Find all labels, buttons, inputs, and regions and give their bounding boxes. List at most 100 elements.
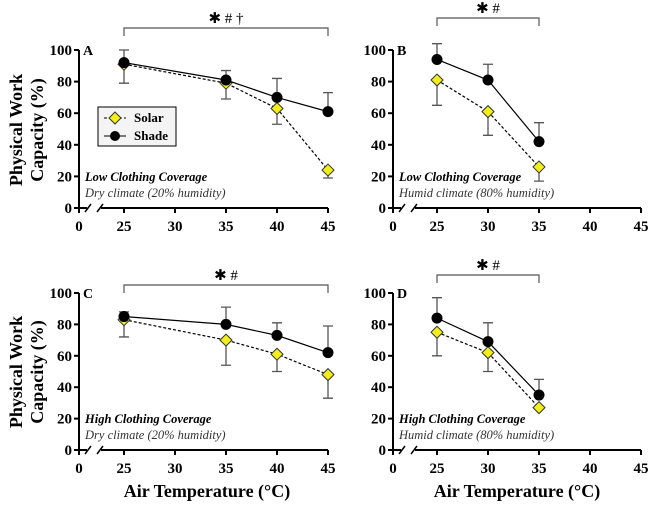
significance-marker: ✱ # <box>476 258 500 274</box>
data-point-shade <box>118 311 130 323</box>
series-solar <box>430 73 546 182</box>
data-point-shade <box>271 329 283 341</box>
legend-shade-label: Shade <box>134 128 168 143</box>
panel-label: C <box>83 287 93 302</box>
x-tick-label: 35 <box>219 461 234 477</box>
data-point-shade <box>482 74 494 86</box>
data-point-solar <box>481 104 495 119</box>
y-tick-label: 20 <box>371 169 386 185</box>
data-point-shade <box>118 57 130 69</box>
y-tick-label: 40 <box>57 138 72 154</box>
x-tick-label: 0 <box>389 219 397 235</box>
series-solar <box>430 325 546 415</box>
series-line <box>123 319 329 376</box>
axis-break <box>410 203 418 213</box>
y-axis-title: Physical WorkCapacity (%) <box>6 316 48 428</box>
data-point-shade <box>220 318 232 330</box>
data-point-shade <box>431 312 443 324</box>
series-shade <box>431 43 545 148</box>
x-tick-label: 25 <box>117 219 132 235</box>
climate-label: Humid climate (80% humidity) <box>398 428 554 442</box>
data-point-solar <box>321 367 335 382</box>
y-tick-label: 0 <box>379 443 387 459</box>
x-tick-label: 25 <box>430 461 445 477</box>
data-point-shade <box>482 336 494 348</box>
climate-label: Dry climate (20% humidity) <box>84 186 226 200</box>
panel-label: A <box>83 44 94 59</box>
y-axis-title: Physical WorkCapacity (%) <box>6 74 48 186</box>
y-tick-label: 20 <box>371 412 386 428</box>
series-shade <box>118 49 334 118</box>
data-point-solar <box>532 160 546 174</box>
data-point-solar <box>270 101 284 116</box>
data-point-shade <box>322 106 334 118</box>
y-tick-label: 80 <box>371 75 386 91</box>
y-tick-label: 80 <box>371 317 386 333</box>
x-tick-label: 40 <box>270 219 285 235</box>
axis-break <box>410 445 418 455</box>
condition-label: High Clothing Coverage <box>84 412 212 426</box>
x-tick-label: 25 <box>430 219 445 235</box>
x-tick-label: 35 <box>532 461 547 477</box>
y-tick-label: 0 <box>65 201 73 217</box>
data-point-shade <box>533 136 545 148</box>
series-line <box>123 62 329 113</box>
panel-label: D <box>397 287 407 302</box>
significance-bracket <box>123 284 329 293</box>
climate-label: Dry climate (20% humidity) <box>84 428 226 442</box>
x-tick-label: 30 <box>168 461 183 477</box>
axis-break <box>84 445 92 455</box>
panel-label: B <box>397 44 406 59</box>
y-tick-label: 60 <box>371 349 386 365</box>
x-tick-label: 45 <box>321 219 336 235</box>
axis-break <box>398 203 406 213</box>
y-tick-label: 0 <box>379 201 387 217</box>
series-shade <box>118 306 334 359</box>
y-tick-label: 20 <box>57 169 72 185</box>
series-shade <box>431 297 545 401</box>
axis-break <box>398 445 406 455</box>
data-point-solar <box>481 345 495 360</box>
data-point-solar <box>430 325 444 339</box>
x-tick-label: 40 <box>583 219 598 235</box>
y-tick-label: 20 <box>57 412 72 428</box>
y-tick-label: 100 <box>364 286 387 302</box>
data-point-shade <box>431 53 443 65</box>
series-line <box>123 63 329 171</box>
y-tick-label: 80 <box>57 75 72 91</box>
climate-label: Humid climate (80% humidity) <box>398 186 554 200</box>
y-tick-label: 100 <box>364 43 387 59</box>
y-tick-label: 40 <box>371 138 386 154</box>
y-tick-label: 60 <box>57 106 72 122</box>
data-point-shade <box>220 74 232 86</box>
x-tick-label: 0 <box>75 219 83 235</box>
x-tick-label: 45 <box>634 461 649 477</box>
data-point-solar <box>219 333 233 347</box>
y-tick-label: 100 <box>50 286 73 302</box>
legend-solar-label: Solar <box>134 110 164 125</box>
panel-C: 0 20 40 60 80 100 0 25 30 35 40 45 C ✱ # High Clothing… <box>50 268 336 477</box>
data-point-shade <box>322 347 334 359</box>
y-tick-label: 0 <box>65 443 73 459</box>
significance-bracket <box>436 17 540 26</box>
y-tick-label: 40 <box>371 380 386 396</box>
condition-label: High Clothing Coverage <box>398 412 526 426</box>
panel-D: 0 20 40 60 80 100 0 25 30 35 40 45 D ✱ # High Clothing… <box>364 258 649 477</box>
x-tick-label: 30 <box>481 461 496 477</box>
legend-shade-marker <box>110 131 120 141</box>
x-tick-label: 45 <box>321 461 336 477</box>
panel-A: 0 20 40 60 80 100 0 25 30 35 40 45 A ✱ # † Low Clothin… <box>50 11 336 235</box>
axis-break <box>96 445 104 455</box>
axis-break <box>96 203 104 213</box>
significance-bracket <box>123 27 329 36</box>
y-tick-label: 40 <box>57 380 72 396</box>
panel-B: 0 20 40 60 80 100 0 25 30 35 40 45 B ✱ # Low Clothing … <box>364 1 649 235</box>
data-point-solar <box>270 347 284 361</box>
x-tick-label: 35 <box>532 219 547 235</box>
y-tick-label: 60 <box>371 106 386 122</box>
data-point-solar <box>430 73 444 87</box>
data-point-shade <box>533 389 545 401</box>
legend-solar-marker <box>108 111 122 125</box>
x-axis-title: Air Temperature (°C) <box>124 481 291 502</box>
